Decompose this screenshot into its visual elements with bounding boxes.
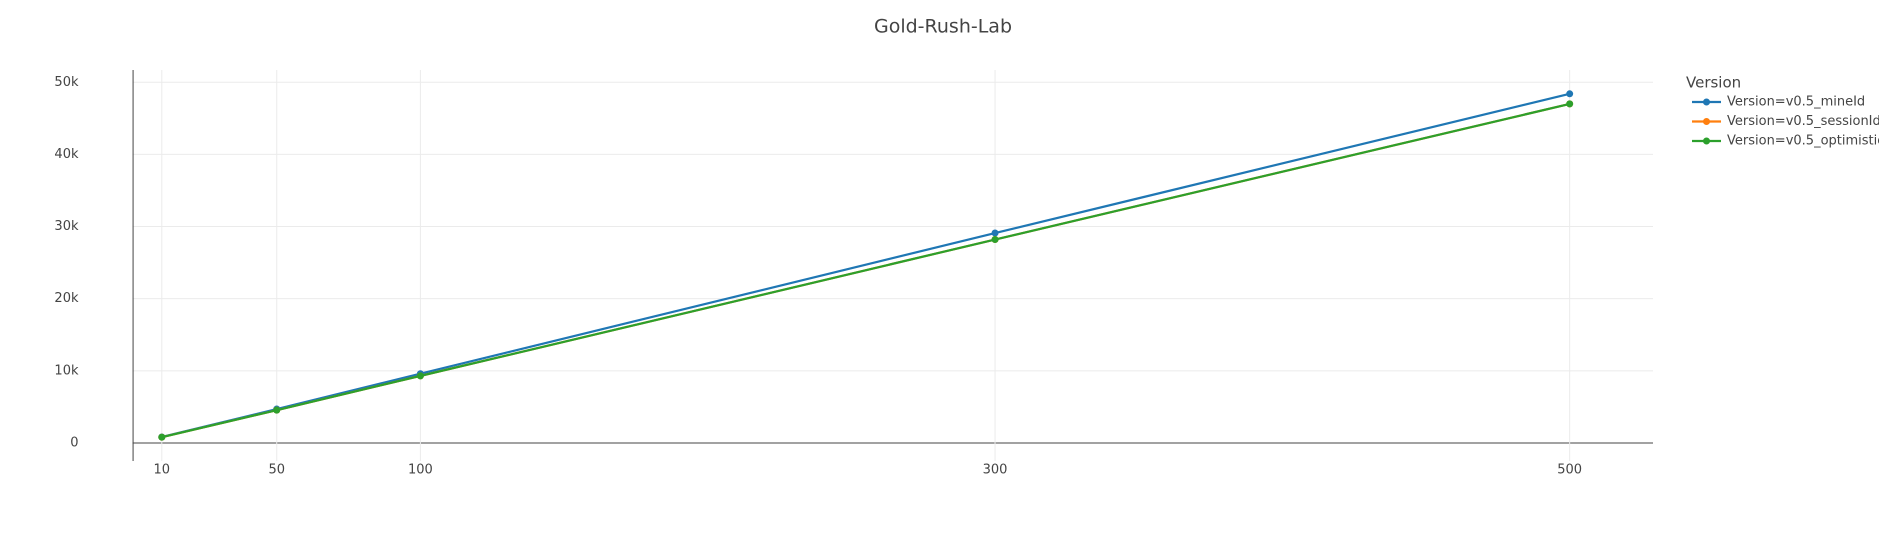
legend-marker bbox=[1703, 98, 1710, 106]
x-tick-label: 10 bbox=[154, 463, 171, 478]
data-point bbox=[991, 236, 999, 244]
chart-title: Gold-Rush-Lab bbox=[874, 16, 1012, 38]
y-tick-label: 0 bbox=[70, 435, 78, 450]
y-tick-label: 20k bbox=[54, 291, 79, 306]
data-point bbox=[1566, 100, 1574, 108]
legend-label: Version=v0.5_sessionId bbox=[1727, 114, 1879, 129]
data-point bbox=[991, 229, 999, 237]
legend-marker bbox=[1703, 118, 1710, 125]
legend-marker bbox=[1703, 137, 1710, 145]
x-tick-label: 50 bbox=[268, 463, 285, 478]
y-tick-label: 10k bbox=[54, 363, 79, 378]
legend-title: Version bbox=[1686, 74, 1741, 92]
series-line bbox=[161, 102, 1570, 439]
y-tick-label: 30k bbox=[54, 219, 79, 234]
data-point bbox=[416, 372, 424, 380]
x-tick-label: 100 bbox=[408, 463, 433, 478]
x-tick-label: 500 bbox=[1557, 463, 1582, 478]
x-tick-label: 300 bbox=[983, 463, 1008, 478]
data-point bbox=[158, 433, 166, 441]
legend-label: Version=v0.5_optimistic-loc bbox=[1727, 134, 1879, 149]
data-point bbox=[273, 406, 281, 414]
data-point bbox=[1566, 90, 1574, 98]
series-line bbox=[161, 92, 1570, 439]
legend-label: Version=v0.5_mineId bbox=[1727, 95, 1865, 110]
y-tick-label: 50k bbox=[54, 75, 79, 90]
y-tick-label: 40k bbox=[54, 147, 79, 162]
